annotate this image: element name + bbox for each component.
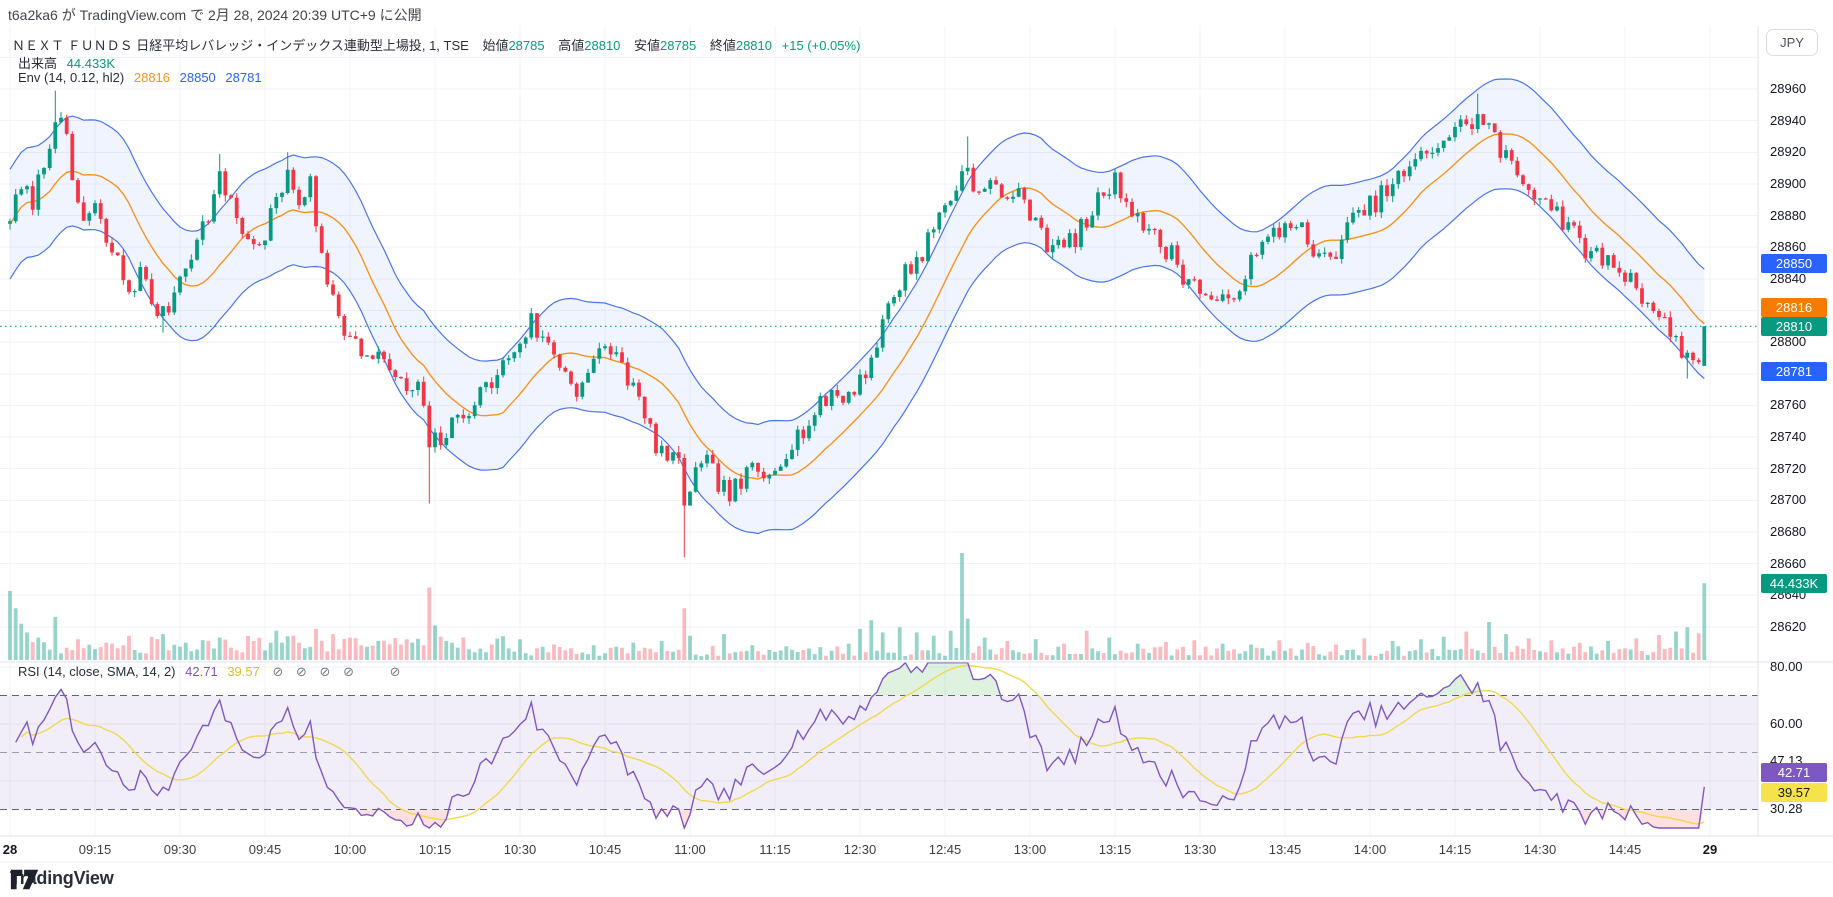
price-tick-label: 28920 bbox=[1770, 144, 1807, 159]
volume-badge: 44.433K bbox=[1761, 574, 1827, 593]
low-value: 28785 bbox=[660, 38, 697, 53]
price-tick-label: 28960 bbox=[1770, 81, 1807, 96]
volume-label: 出来高 bbox=[18, 56, 58, 71]
rsi-label: RSI (14, close, SMA, 14, 2) bbox=[18, 664, 176, 679]
price-tick-label: 28700 bbox=[1770, 492, 1807, 507]
high-value: 28810 bbox=[584, 38, 621, 53]
time-tick-label: 12:30 bbox=[843, 842, 877, 857]
price-tick-label: 28880 bbox=[1770, 208, 1807, 223]
price-tick-label: 28680 bbox=[1770, 524, 1807, 539]
symbol-legend-row: ＮＥＸＴ ＦＵＮＤＳ 日経平均レバレッジ・インデックス連動型上場投, 1, TS… bbox=[12, 35, 860, 54]
time-axis[interactable] bbox=[0, 836, 1833, 862]
time-tick-label: 14:15 bbox=[1438, 842, 1472, 857]
env-lower-badge: 28781 bbox=[1761, 362, 1827, 381]
price-tick-label: 28620 bbox=[1770, 619, 1807, 634]
price-tick-label: 28800 bbox=[1770, 334, 1807, 349]
price-tick-label: 28720 bbox=[1770, 461, 1807, 476]
time-tick-label: 11:00 bbox=[674, 842, 706, 857]
rsi-tick-label: 80.00 bbox=[1770, 659, 1803, 674]
time-tick-label: 12:45 bbox=[928, 842, 962, 857]
time-tick-label: 10:00 bbox=[333, 842, 367, 857]
volume-value: 44.433K bbox=[66, 56, 116, 71]
tradingview-logo-icon bbox=[10, 869, 39, 890]
hidden-plot-icon: ⊘ bbox=[296, 664, 307, 679]
price-tick-label: 28740 bbox=[1770, 429, 1807, 444]
time-tick-label: 14:30 bbox=[1523, 842, 1557, 857]
price-tick-label: 28660 bbox=[1770, 556, 1807, 571]
time-tick-label: 13:00 bbox=[1013, 842, 1047, 857]
time-tick-label: 13:15 bbox=[1098, 842, 1132, 857]
time-tick-label: 10:15 bbox=[418, 842, 452, 857]
envelope-legend-row: Env (14, 0.12, hl2) 28816 28850 28781 bbox=[18, 70, 262, 85]
time-tick-label: 09:15 bbox=[78, 842, 112, 857]
price-tick-label: 28760 bbox=[1770, 397, 1807, 412]
time-tick-label: 09:30 bbox=[163, 842, 197, 857]
price-tick-label: 28900 bbox=[1770, 176, 1807, 191]
rsi-ma-badge: 39.57 bbox=[1761, 783, 1827, 802]
price-tick-label: 28940 bbox=[1770, 113, 1807, 128]
low-label: 安値 bbox=[634, 38, 661, 53]
hidden-plot-icon: ⊘ bbox=[272, 664, 284, 679]
time-tick-label: 13:30 bbox=[1183, 842, 1217, 857]
symbol-meta: , 1, TSE bbox=[421, 38, 469, 53]
rsi-tick-label: 60.00 bbox=[1770, 716, 1803, 731]
rsi-legend-row: RSI (14, close, SMA, 14, 2) 42.71 39.57 … bbox=[18, 664, 401, 680]
time-tick-label: 09:45 bbox=[248, 842, 282, 857]
close-label: 終値 bbox=[709, 38, 736, 53]
last-price-badge: 28810 bbox=[1761, 317, 1827, 336]
envelope-upper-value: 28850 bbox=[179, 70, 216, 85]
currency-toggle-button[interactable]: JPY bbox=[1766, 29, 1818, 56]
envelope-lower-value: 28781 bbox=[225, 70, 262, 85]
close-value: 28810 bbox=[735, 38, 772, 53]
time-tick-label: 28 bbox=[2, 842, 18, 857]
symbol-title: ＮＥＸＴ ＦＵＮＤＳ 日経平均レバレッジ・インデックス連動型上場投 bbox=[12, 38, 422, 53]
rsi-tick-label: 30.28 bbox=[1770, 801, 1803, 816]
env-basis-badge: 28816 bbox=[1761, 298, 1827, 317]
time-tick-label: 14:45 bbox=[1608, 842, 1642, 857]
time-tick-label: 13:45 bbox=[1268, 842, 1302, 857]
high-label: 高値 bbox=[558, 38, 585, 53]
attribution-bar: t6a2ka6 が TradingView.com で 2月 28, 2024 … bbox=[8, 7, 422, 23]
hidden-plot-icon: ⊘ bbox=[343, 664, 354, 679]
env-upper-badge: 28850 bbox=[1761, 254, 1827, 273]
price-tick-label: 28860 bbox=[1770, 239, 1807, 254]
change-value: +15 (+0.05%) bbox=[781, 38, 861, 53]
envelope-basis-value: 28816 bbox=[133, 70, 171, 85]
rsi-value-badge: 42.71 bbox=[1761, 763, 1827, 782]
open-label: 始値 bbox=[482, 38, 509, 53]
time-tick-label: 11:15 bbox=[759, 842, 791, 857]
hidden-plot-icon: ⊘ bbox=[319, 664, 331, 679]
time-tick-label: 10:45 bbox=[588, 842, 622, 857]
envelope-label: Env (14, 0.12, hl2) bbox=[18, 70, 125, 85]
tradingview-logo[interactable]: TradingView bbox=[10, 868, 114, 890]
time-tick-label: 14:00 bbox=[1353, 842, 1387, 857]
open-value: 28785 bbox=[508, 38, 545, 53]
rsi-ma-value: 39.57 bbox=[227, 664, 260, 679]
hidden-plot-icon: ⊘ bbox=[389, 664, 401, 679]
price-axis[interactable] bbox=[1758, 26, 1833, 836]
volume-legend-row: 出来高 44.433K bbox=[18, 53, 115, 72]
time-tick-label: 29 bbox=[1702, 842, 1718, 857]
price-tick-label: 28840 bbox=[1770, 271, 1807, 286]
rsi-value: 42.71 bbox=[185, 664, 218, 679]
time-tick-label: 10:30 bbox=[503, 842, 537, 857]
